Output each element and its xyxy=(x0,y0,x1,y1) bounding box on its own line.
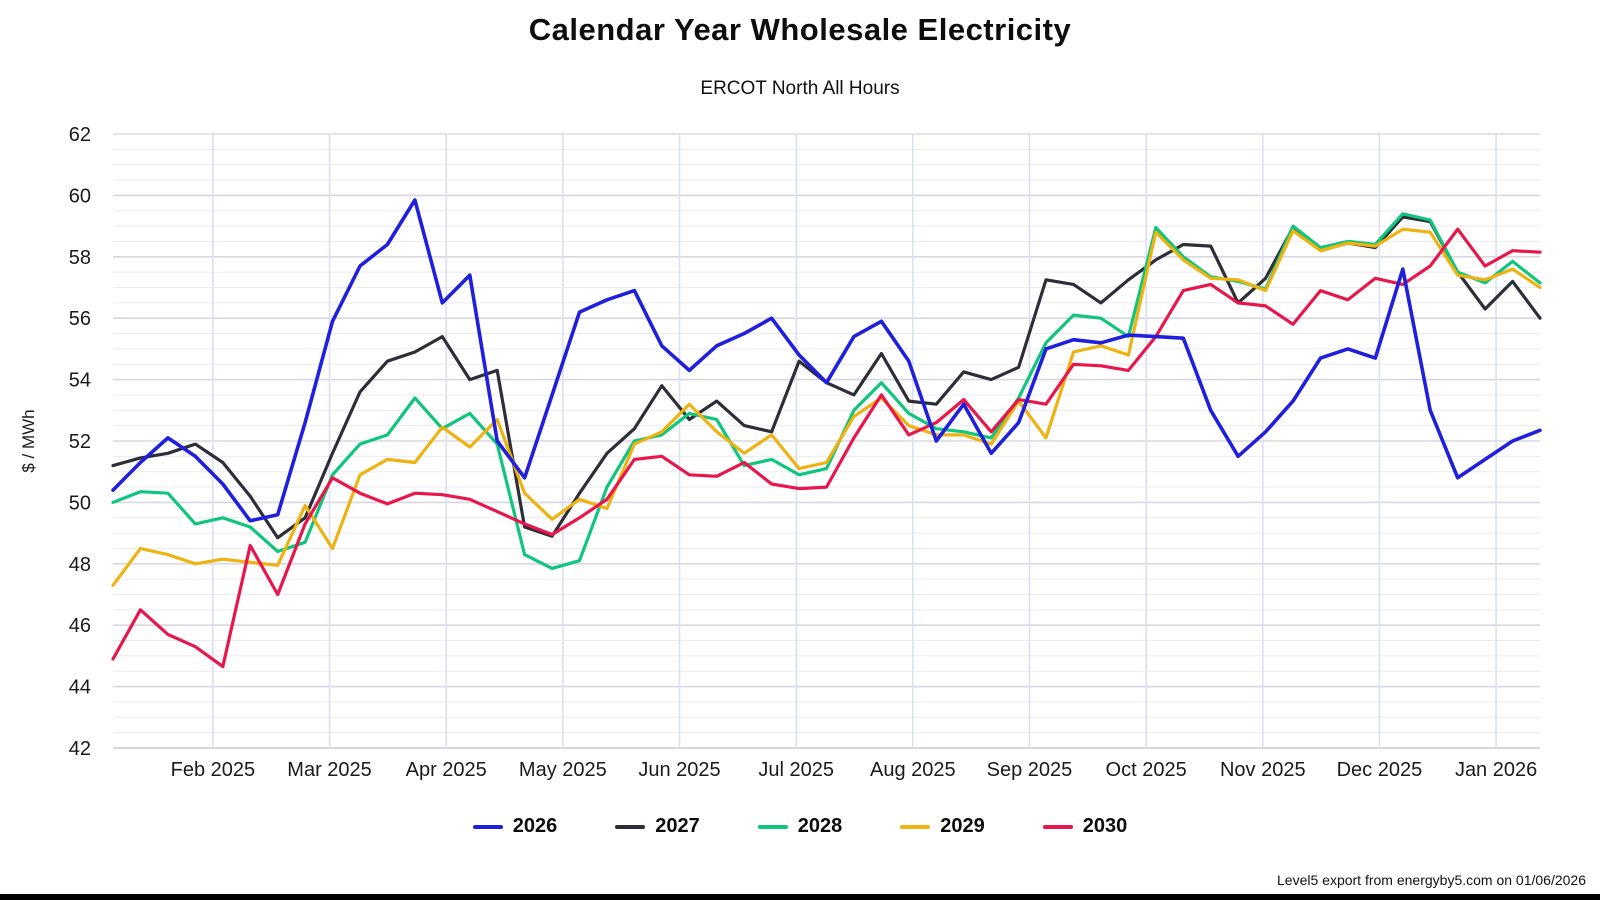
series-line-2029 xyxy=(111,227,1542,587)
y-tick-label: 62 xyxy=(69,124,91,146)
series-line-2030 xyxy=(111,227,1542,669)
x-tick-label: Aug 2025 xyxy=(870,759,956,781)
y-tick-label: 58 xyxy=(69,247,91,269)
series-line-2026 xyxy=(111,198,1542,523)
legend-item-2030: 2030 xyxy=(1042,815,1128,838)
legend-label: 2027 xyxy=(655,815,700,837)
chart-subtitle: ERCOT North All Hours xyxy=(700,78,900,99)
footer-bar xyxy=(0,894,1600,900)
export-note: Level5 export from energyby5.com on 01/0… xyxy=(1277,872,1586,888)
y-tick-label: 46 xyxy=(69,615,91,637)
y-tick-label: 54 xyxy=(69,370,91,392)
x-tick-label: Nov 2025 xyxy=(1220,759,1306,781)
y-tick-label: 48 xyxy=(69,554,91,576)
legend-item-2028: 2028 xyxy=(757,815,843,838)
x-tick-label: Oct 2025 xyxy=(1106,759,1187,781)
legend-label: 2026 xyxy=(512,815,558,837)
y-tick-label: 60 xyxy=(69,185,91,207)
legend-swatch-2029 xyxy=(900,824,931,829)
legend-item-2029: 2029 xyxy=(900,815,985,838)
gridlines xyxy=(113,133,1540,749)
legend-label: 2028 xyxy=(797,815,843,837)
x-tick-label: Dec 2025 xyxy=(1337,759,1423,781)
legend-swatch-2026 xyxy=(472,824,503,829)
legend-label: 2029 xyxy=(940,815,985,837)
chart-legend: 2026 2027 2028 2029 2030 xyxy=(0,815,1600,838)
legend-item-2026: 2026 xyxy=(472,815,558,838)
y-tick-label: 50 xyxy=(69,492,91,514)
y-axis-labels: 42 44 46 48 50 52 54 56 58 60 62 xyxy=(69,124,91,760)
x-tick-label: Jul 2025 xyxy=(758,759,834,781)
x-tick-label: May 2025 xyxy=(519,759,607,781)
legend-swatch-2030 xyxy=(1042,824,1073,829)
x-tick-label: Sep 2025 xyxy=(987,759,1073,781)
legend-swatch-2027 xyxy=(615,824,646,829)
x-tick-label: Mar 2025 xyxy=(287,759,372,781)
y-tick-label: 44 xyxy=(69,677,91,699)
legend-label: 2030 xyxy=(1082,815,1128,837)
x-tick-label: Jun 2025 xyxy=(638,759,720,781)
legend-item-2027: 2027 xyxy=(615,815,700,838)
y-tick-label: 56 xyxy=(69,308,91,330)
series-line-2028 xyxy=(111,212,1542,571)
x-tick-label: Apr 2025 xyxy=(406,759,487,781)
y-tick-label: 52 xyxy=(69,431,91,453)
y-axis-title: $ / MWh xyxy=(19,409,38,472)
y-tick-label: 42 xyxy=(69,738,91,760)
x-tick-label: Feb 2025 xyxy=(171,759,256,781)
legend-swatch-2028 xyxy=(757,824,788,829)
x-axis-labels: Feb 2025 Mar 2025 Apr 2025 May 2025 Jun 2025… xyxy=(171,759,1538,781)
chart-title: Calendar Year Wholesale Electricity xyxy=(528,12,1072,47)
x-tick-label: Jan 2026 xyxy=(1455,759,1537,781)
